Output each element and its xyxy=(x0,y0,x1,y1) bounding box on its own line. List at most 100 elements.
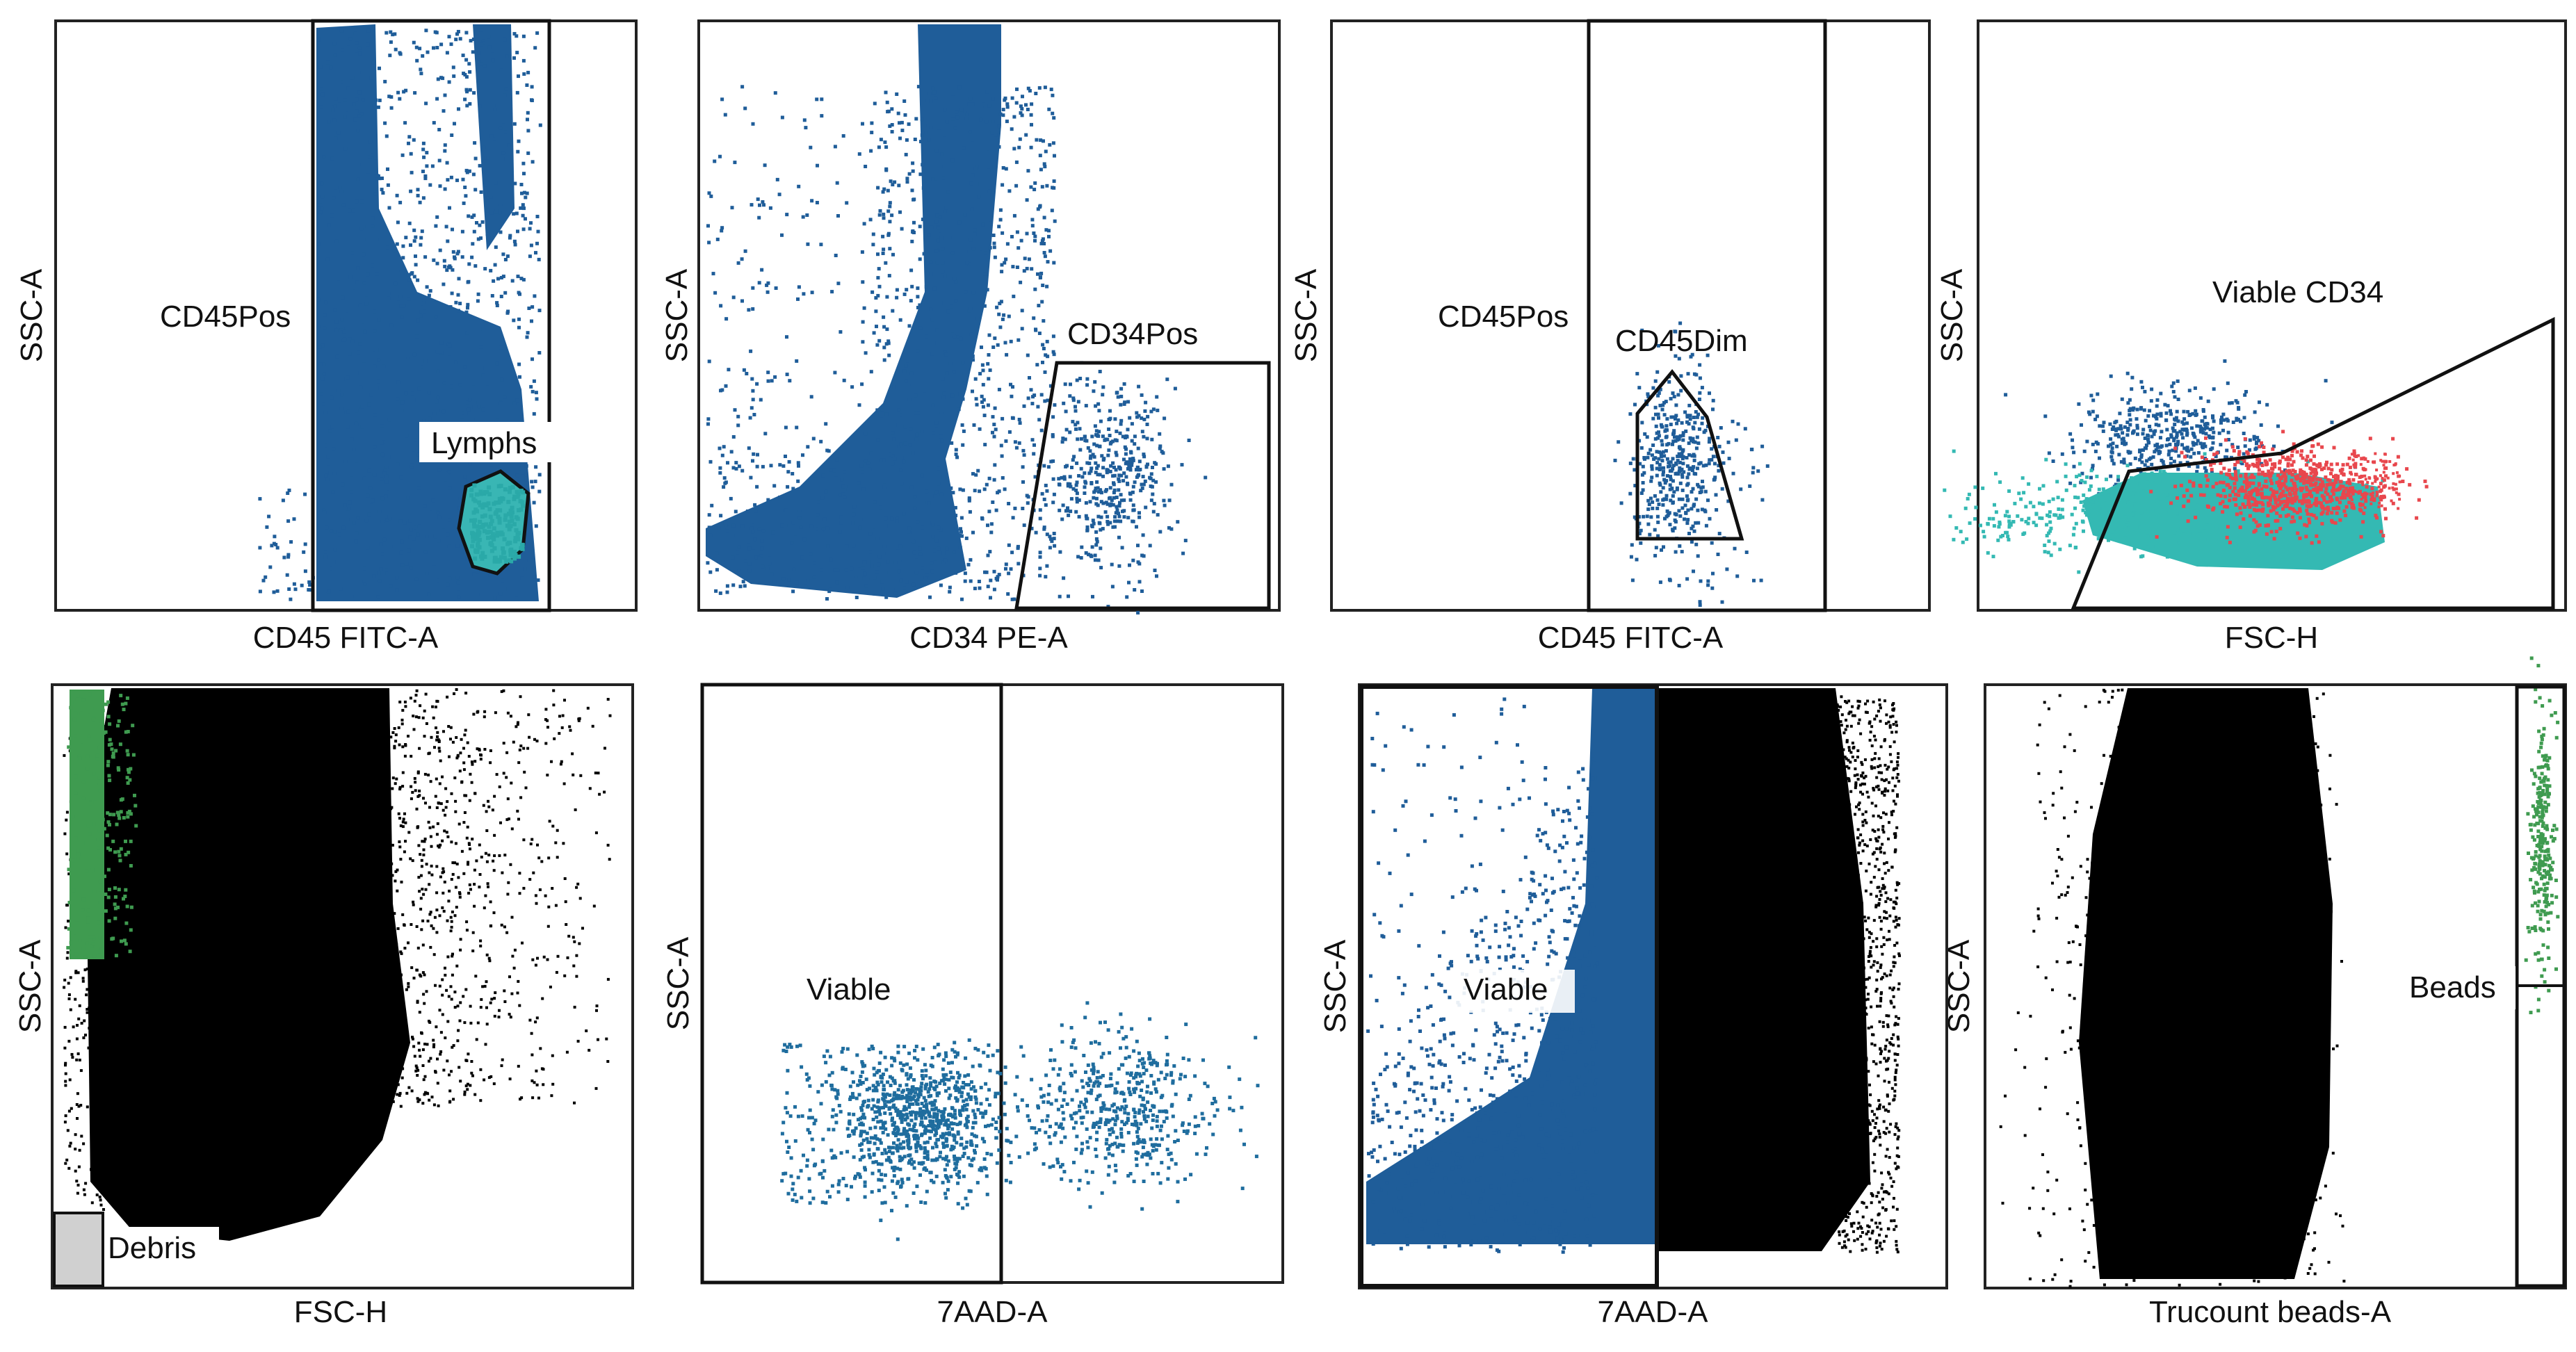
event-dot xyxy=(479,28,483,32)
event-dot xyxy=(1099,419,1103,423)
event-dot xyxy=(423,504,427,508)
event-dot xyxy=(2374,452,2377,455)
event-dot xyxy=(408,535,412,539)
event-dot xyxy=(303,492,307,496)
event-dot xyxy=(359,116,363,120)
event-dot xyxy=(2076,496,2080,500)
event-dot xyxy=(1001,231,1005,235)
event-dot xyxy=(1684,429,1688,433)
event-dot xyxy=(2244,495,2249,499)
event-dot xyxy=(1044,503,1048,507)
event-dot xyxy=(2196,503,2200,507)
event-dot xyxy=(2225,505,2229,509)
event-dot xyxy=(2162,469,2166,473)
event-dot xyxy=(907,324,912,328)
event-dot xyxy=(2235,478,2239,482)
event-dot xyxy=(495,361,499,366)
event-dot xyxy=(1965,537,1969,541)
event-dot xyxy=(927,92,932,95)
event-dot xyxy=(935,261,939,265)
event-dot xyxy=(1084,501,1088,505)
event-dot xyxy=(1151,510,1156,514)
event-dot xyxy=(416,278,420,282)
event-dot xyxy=(714,589,718,593)
event-dot xyxy=(2335,462,2340,466)
event-dot xyxy=(724,384,728,388)
event-dot xyxy=(476,299,480,303)
event-dot xyxy=(330,213,334,218)
event-dot xyxy=(1092,521,1096,526)
event-dot xyxy=(536,578,540,583)
event-dot xyxy=(2159,412,2163,416)
event-dot xyxy=(2292,519,2296,523)
event-dot xyxy=(476,500,481,505)
event-dot xyxy=(1654,412,1658,416)
event-dot xyxy=(2424,484,2429,489)
event-dot xyxy=(2392,472,2395,475)
event-dot xyxy=(725,529,729,533)
event-dot xyxy=(1053,154,1056,158)
event-dot xyxy=(765,283,769,287)
event-dot xyxy=(421,147,426,152)
event-dot xyxy=(2020,518,2024,522)
event-dot xyxy=(976,469,980,473)
event-dot xyxy=(737,568,741,572)
event-dot xyxy=(384,466,389,469)
event-dot xyxy=(487,854,491,856)
event-dot xyxy=(375,272,379,276)
event-dot xyxy=(2004,393,2008,397)
event-dot xyxy=(378,98,382,102)
event-dot xyxy=(2188,480,2192,484)
event-dot xyxy=(1044,228,1048,232)
event-dot xyxy=(2138,526,2142,530)
event-dot xyxy=(1131,490,1135,494)
event-dot xyxy=(2231,476,2235,480)
event-dot xyxy=(2378,501,2381,505)
event-dot xyxy=(2092,516,2096,520)
event-dot xyxy=(2239,459,2243,463)
event-dot xyxy=(339,587,343,591)
event-dot xyxy=(477,405,481,409)
event-dot xyxy=(833,145,837,149)
event-dot xyxy=(398,295,403,299)
event-dot xyxy=(481,41,485,45)
event-dot xyxy=(2101,429,2105,433)
event-dot xyxy=(886,188,890,193)
event-dot xyxy=(2294,491,2298,496)
event-dot xyxy=(2252,507,2256,512)
event-dot xyxy=(1115,505,1119,509)
event-dot xyxy=(2198,424,2203,428)
event-dot xyxy=(1130,439,1134,443)
event-dot xyxy=(273,535,277,539)
event-dot xyxy=(1010,597,1014,601)
event-dot xyxy=(2124,503,2128,507)
event-dot xyxy=(2351,478,2356,482)
event-dot xyxy=(893,561,898,564)
event-dot xyxy=(2260,464,2265,467)
event-dot xyxy=(723,521,727,525)
event-dot xyxy=(1678,447,1683,451)
event-dot xyxy=(1021,507,1025,510)
event-dot xyxy=(891,252,895,256)
event-dot xyxy=(505,311,510,315)
event-dot xyxy=(1098,488,1102,492)
event-dot xyxy=(1076,437,1080,441)
event-dot xyxy=(1039,168,1043,172)
event-dot xyxy=(920,430,924,433)
event-dot xyxy=(2358,489,2362,494)
event-dot xyxy=(2131,431,2134,435)
event-dot xyxy=(416,318,420,323)
event-dot xyxy=(2354,473,2358,477)
event-dot xyxy=(882,325,886,329)
event-dot xyxy=(1765,464,1769,468)
event-dot xyxy=(1042,497,1046,501)
event-dot xyxy=(492,559,497,564)
event-dot xyxy=(367,402,371,407)
event-dot xyxy=(505,54,509,58)
event-dot xyxy=(499,401,503,405)
event-dot xyxy=(1952,537,1956,541)
event-dot xyxy=(1648,532,1652,537)
event-dot xyxy=(355,531,359,535)
event-dot xyxy=(916,520,920,524)
event-dot xyxy=(895,288,899,292)
